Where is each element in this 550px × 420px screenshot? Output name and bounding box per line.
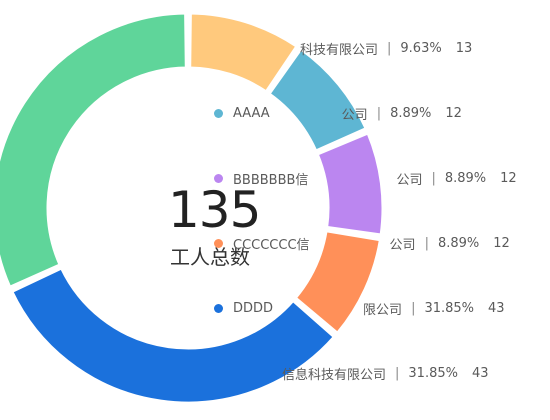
legend-separator: | <box>424 235 429 251</box>
legend-value: 12 <box>493 235 510 251</box>
legend-name-suffix: 公司 <box>396 172 423 188</box>
legend-percent: 31.85% <box>408 365 458 381</box>
legend-separator: | <box>395 365 400 381</box>
legend-value: 12 <box>445 105 462 121</box>
legend-name-suffix: 限公司 <box>363 302 403 318</box>
donut-slice-6[interactable] <box>0 11 188 290</box>
legend-percent: 8.89% <box>437 235 480 251</box>
center-total: 135 <box>168 181 261 239</box>
legend-name: BBBBBBB信 <box>233 172 309 188</box>
donut-slice-4[interactable] <box>293 229 383 336</box>
legend-separator: | <box>431 170 436 186</box>
legend-item-3[interactable]: BBBBBBB信 公司 | 8.89% 12 <box>214 169 517 188</box>
legend-item-4[interactable]: CCCCCCC信 公司 | 8.89% 12 <box>214 234 510 253</box>
legend-value: 43 <box>471 365 489 381</box>
legend-dot <box>214 303 223 313</box>
legend-dot <box>214 108 223 118</box>
legend-name: 信息科技有限公司 <box>282 367 387 383</box>
donut-slice-5[interactable] <box>9 265 337 405</box>
legend-item-6[interactable]: 信息科技有限公司 | 31.85% 43 <box>282 364 489 383</box>
legend-value: 43 <box>488 300 505 316</box>
legend-name: DDDD <box>233 300 274 316</box>
legend-item-5[interactable]: DDDD 限公司 | 31.85% 43 <box>214 299 505 318</box>
legend-name: AAAA <box>233 105 270 121</box>
legend-dot <box>214 238 223 248</box>
donut-slice-1[interactable] <box>188 11 300 94</box>
legend-value: 13 <box>455 40 473 56</box>
legend-percent: 9.63% <box>400 40 442 56</box>
legend-separator: | <box>411 300 416 316</box>
legend-percent: 8.89% <box>390 105 432 121</box>
legend-name-suffix: 公司 <box>389 237 416 253</box>
legend-percent: 8.89% <box>444 170 487 186</box>
legend-separator: | <box>387 40 392 56</box>
donut-slice-3[interactable] <box>315 130 385 237</box>
legend-name: 科技有限公司 <box>300 42 379 58</box>
legend-item-1[interactable]: 科技有限公司 | 9.63% 13 <box>300 39 473 58</box>
legend-separator: | <box>376 105 382 121</box>
center-label: 工人总数 <box>170 245 250 269</box>
legend-item-2[interactable]: AAAA 公司 | 8.89% 12 <box>214 104 462 123</box>
legend-percent: 31.85% <box>424 300 475 316</box>
legend-value: 12 <box>500 170 517 186</box>
legend-name-suffix: 公司 <box>341 107 368 123</box>
legend-name: CCCCCCC信 <box>233 237 310 253</box>
legend-dot <box>214 173 223 183</box>
donut-slice-2[interactable] <box>266 46 369 153</box>
